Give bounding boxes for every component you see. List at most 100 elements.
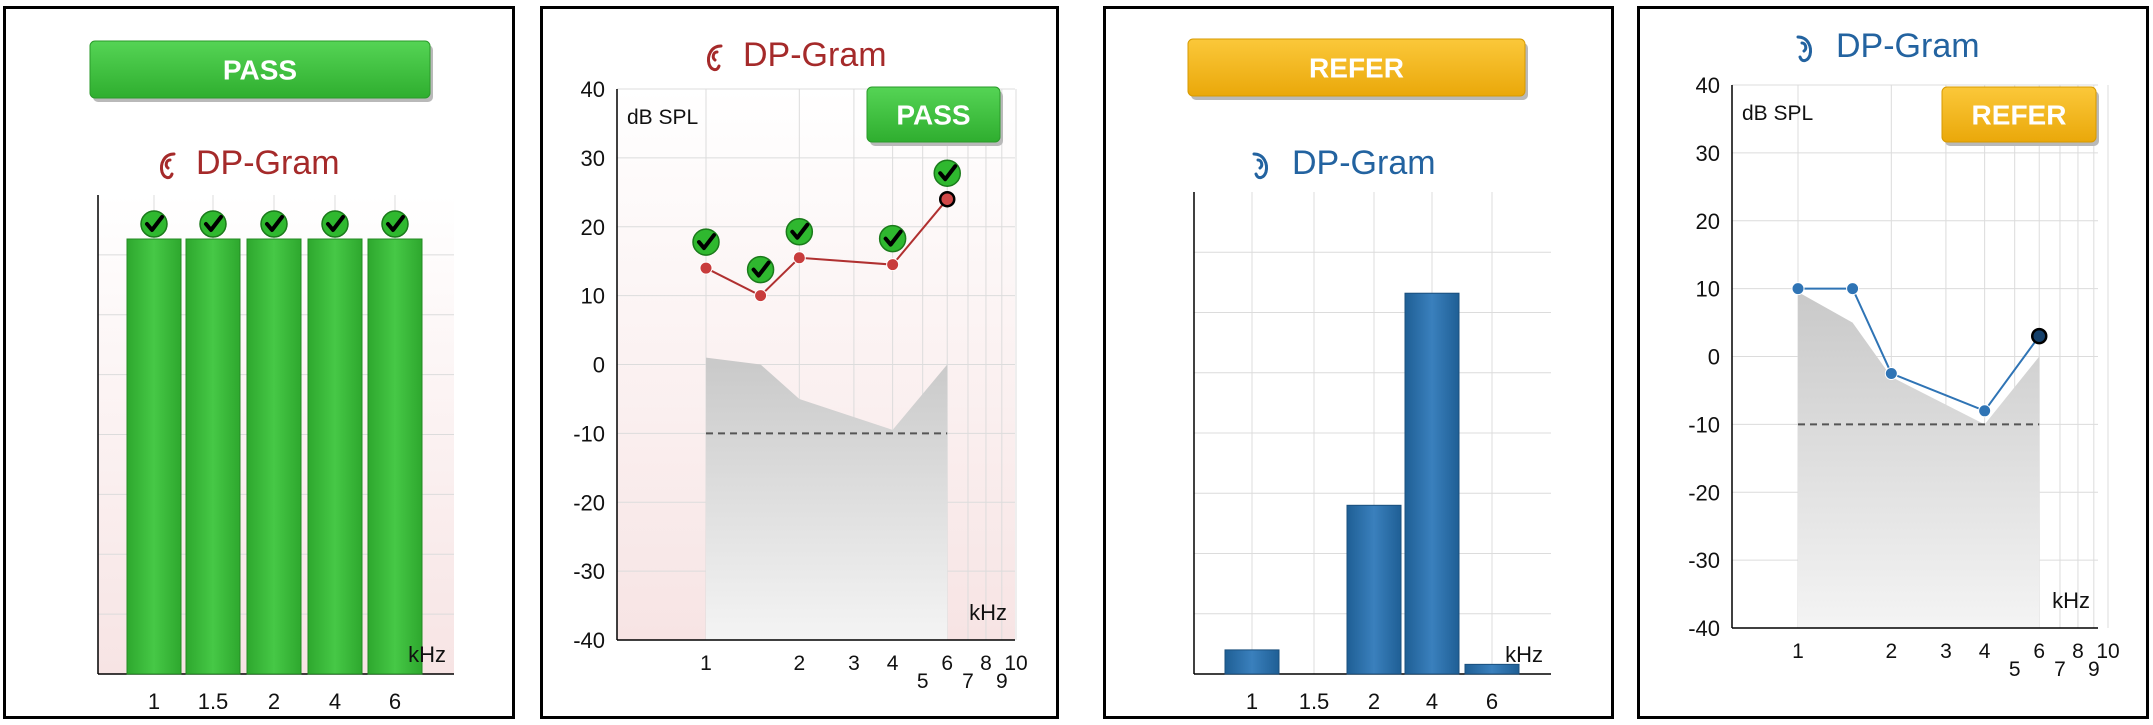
left-ear-icon xyxy=(1252,152,1268,180)
x-tick-label: 6 xyxy=(941,652,953,675)
ear-stroke xyxy=(707,44,723,72)
x-tick-label: 4 xyxy=(887,652,899,675)
check-circle xyxy=(746,255,775,284)
y-tick-label: -30 xyxy=(1688,548,1720,573)
y-tick-label: -10 xyxy=(1688,412,1720,437)
y-tick-label: 40 xyxy=(1696,73,1720,98)
panel-refer-dp-gram: DP-Gram 40 30 20 10 0 -10 -20 -30 -40 dB SPL kHz 1 2 3… xyxy=(1637,6,2149,719)
data-point xyxy=(1846,282,1860,296)
x-tick-label: 4 xyxy=(1426,689,1438,714)
y-tick-label: -10 xyxy=(573,421,605,446)
x-tick-label: 4 xyxy=(1979,640,1991,663)
x-tick-label: 9 xyxy=(2088,658,2100,681)
data-point xyxy=(1791,282,1805,296)
x-tick-label: 2 xyxy=(1885,640,1897,663)
status-badge: PASS xyxy=(866,86,1003,146)
data-point xyxy=(1978,404,1992,418)
check-mark xyxy=(751,260,771,278)
y-tick-label: 10 xyxy=(581,284,605,309)
x-tick-label: 1 xyxy=(1246,689,1258,714)
panel-pass-bar-chart: PASS DP-Gram 1 1.5 2 4 6 kHz xyxy=(3,6,515,719)
badge-label: REFER xyxy=(1309,53,1404,84)
panel-refer-bar-chart: REFER DP-Gram 1 1.5 2 4 6 kHz xyxy=(1103,6,1614,719)
bar xyxy=(307,238,363,675)
bar xyxy=(367,238,423,675)
data-point xyxy=(886,258,900,272)
x-tick-label: 10 xyxy=(2096,640,2119,663)
pass-check-icon xyxy=(692,228,720,256)
check-mark xyxy=(326,215,345,232)
check-circle xyxy=(785,217,814,246)
pass-check-icon xyxy=(785,217,814,246)
y-tick-label: 0 xyxy=(1708,345,1720,370)
check-mark xyxy=(145,215,164,232)
y-tick-label: 20 xyxy=(1696,209,1720,234)
x-tick-label: 1.5 xyxy=(198,689,229,714)
y-tick-label: 10 xyxy=(1696,277,1720,302)
bar xyxy=(1224,649,1280,675)
chart-title: DP-Gram xyxy=(1836,27,1980,65)
badge-fill xyxy=(89,40,431,99)
x-axis-label: kHz xyxy=(2052,588,2090,613)
check-mark xyxy=(790,222,810,240)
data-point xyxy=(1884,366,1898,380)
check-circle xyxy=(321,210,349,238)
check-mark xyxy=(265,215,284,232)
pass-check-icon xyxy=(321,210,349,238)
panel-pass-dp-gram: DP-Gram 40 30 20 10 0 -10 -20 -30 -40 dB SPL kHz 1 2 3… xyxy=(540,6,1059,719)
x-tick-label: 5 xyxy=(917,670,929,693)
pass-check-icon xyxy=(381,210,409,238)
y-tick-label: 30 xyxy=(581,146,605,171)
chart-title: DP-Gram xyxy=(743,36,887,74)
x-tick-label: 3 xyxy=(1940,640,1952,663)
x-axis-label: kHz xyxy=(1505,642,1543,667)
pass-check-icon xyxy=(878,224,907,253)
x-tick-label: 5 xyxy=(2009,658,2021,681)
badge-fill xyxy=(1187,38,1526,97)
y-tick-label: 40 xyxy=(581,77,605,102)
check-mark xyxy=(386,215,405,232)
ear-stroke xyxy=(160,152,176,180)
noise-floor-area xyxy=(706,357,948,640)
x-tick-label: 6 xyxy=(389,689,401,714)
check-circle xyxy=(933,159,961,187)
right-ear-icon xyxy=(160,152,176,180)
bar xyxy=(246,238,302,675)
x-tick-label: 1.5 xyxy=(1299,689,1330,714)
check-circle xyxy=(140,210,168,238)
y-axis-label: dB SPL xyxy=(627,106,698,129)
data-point xyxy=(792,251,806,265)
pass-check-icon xyxy=(746,255,775,284)
bar xyxy=(1346,504,1402,675)
x-tick-label: 6 xyxy=(2033,640,2045,663)
status-badge: REFER xyxy=(1187,38,1528,100)
x-tick-label: 2 xyxy=(1368,689,1380,714)
check-mark xyxy=(883,229,903,247)
check-mark xyxy=(938,164,958,182)
check-circle xyxy=(878,224,907,253)
check-mark xyxy=(204,215,223,232)
pass-bar-chart: PASS DP-Gram 1 1.5 2 4 6 kHz xyxy=(89,40,454,714)
data-point xyxy=(699,261,713,275)
data-point xyxy=(2030,327,2048,345)
x-tick-label: 1 xyxy=(148,689,160,714)
x-tick-label: 7 xyxy=(2054,658,2066,681)
chart-title: DP-Gram xyxy=(196,144,340,182)
x-tick-label: 7 xyxy=(962,670,974,693)
ear-stroke xyxy=(1796,35,1812,63)
badge-label: PASS xyxy=(896,100,970,131)
y-tick-label: 0 xyxy=(593,353,605,378)
pass-check-icon xyxy=(933,159,961,187)
x-axis-label: kHz xyxy=(969,600,1007,625)
bar xyxy=(126,238,182,675)
data-point xyxy=(938,190,956,208)
x-tick-label: 9 xyxy=(996,670,1008,693)
refer-bar-chart: REFER DP-Gram 1 1.5 2 4 6 kHz xyxy=(1187,38,1551,714)
bar xyxy=(185,238,241,675)
y-axis-label: dB SPL xyxy=(1742,102,1813,125)
badge-label: PASS xyxy=(223,55,297,86)
badge-fill xyxy=(866,86,1001,143)
y-tick-label: -40 xyxy=(1688,616,1720,641)
y-tick-label: -30 xyxy=(573,559,605,584)
pass-check-icon xyxy=(140,210,168,238)
